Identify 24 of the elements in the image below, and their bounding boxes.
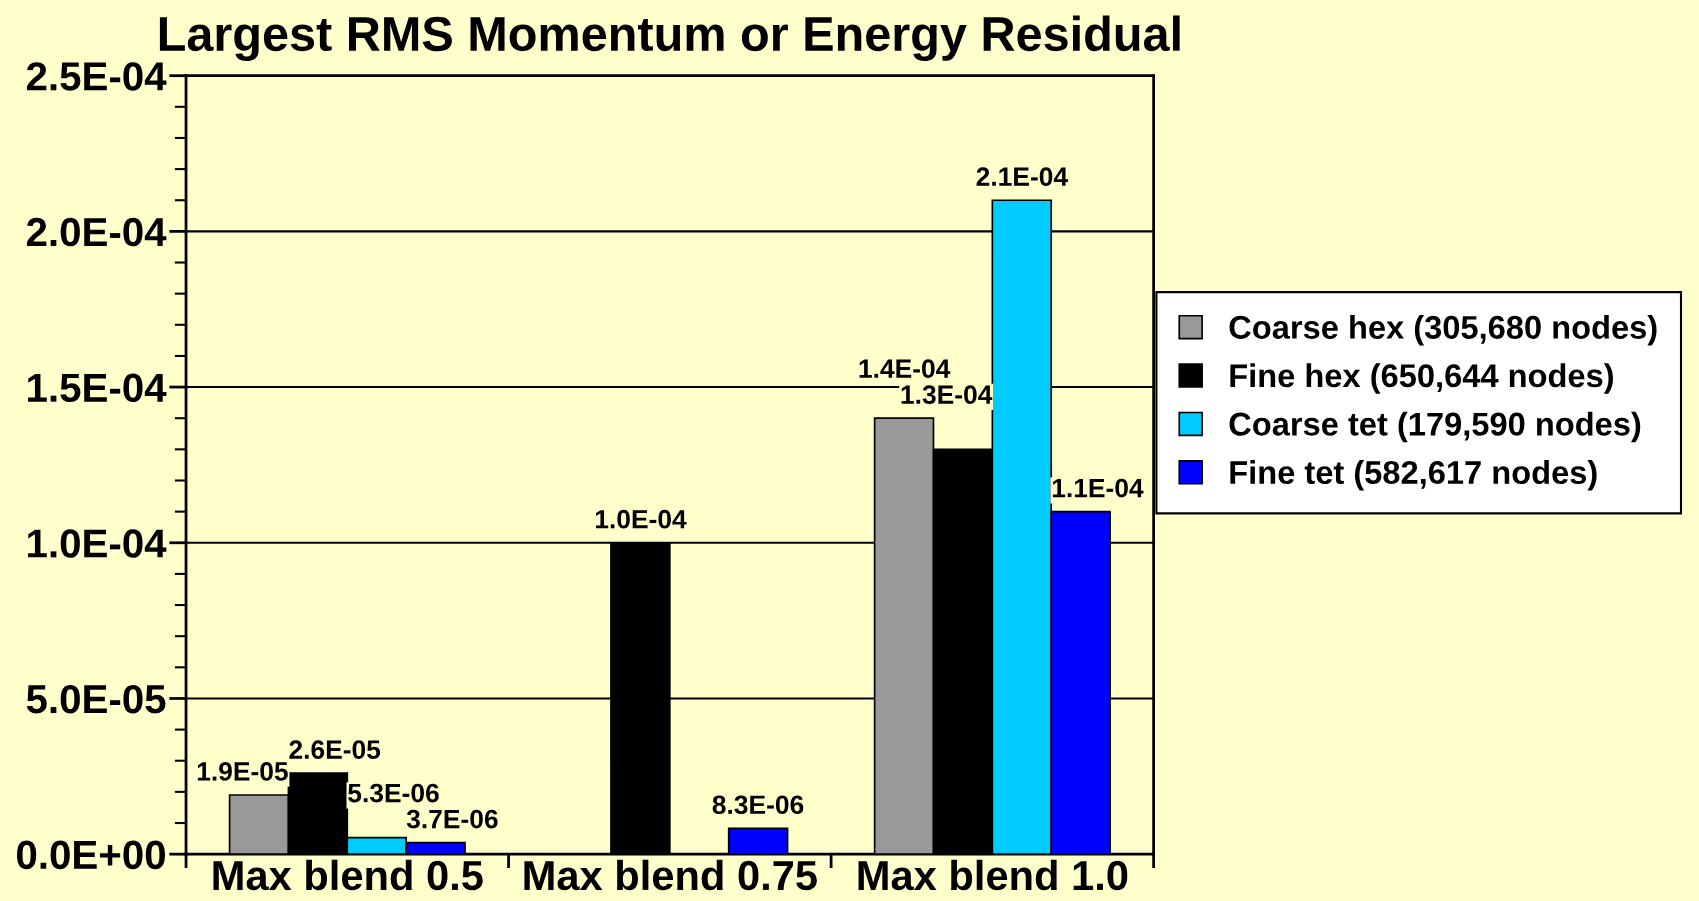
x-tick-label: Max blend 0.5 [213,859,483,891]
data-label: 1.0E-04 [595,509,687,529]
data-label: 1.9E-05 [197,762,288,781]
legend-label: Coarse hex (305,680 nodes) [1229,314,1657,346]
legend-label: Fine tet (582,617 nodes) [1230,460,1597,491]
y-tick-label: 0.0E+00 [17,840,165,870]
data-label: 8.3E-06 [712,795,804,815]
y-tick-label: 2.5E-04 [26,62,167,91]
data-label: 1.4E-04 [859,359,951,378]
x-tick-label: Max blend 1.0 [858,859,1128,891]
data-label: 2.1E-04 [976,167,1068,187]
data-label: 2.6E-05 [289,740,381,759]
data-label: 1.1E-04 [1052,478,1144,498]
chart-title: Largest RMS Momentum or Energy Residual [159,15,1180,61]
data-label: 3.7E-06 [406,809,498,829]
legend-label: Coarse tet (179,590 nodes) [1229,411,1641,443]
y-tick-label: 1.5E-04 [28,373,167,403]
y-tick-label: 2.0E-04 [26,217,167,247]
legend-label: Fine hex (650,644 nodes) [1230,363,1613,394]
x-tick-label: Max blend 0.75 [524,859,817,891]
y-tick-label: 5.0E-05 [26,684,166,714]
data-label: 1.3E-04 [901,385,993,405]
y-tick-label: 1.0E-04 [28,529,167,558]
data-label: 5.3E-06 [348,783,439,803]
